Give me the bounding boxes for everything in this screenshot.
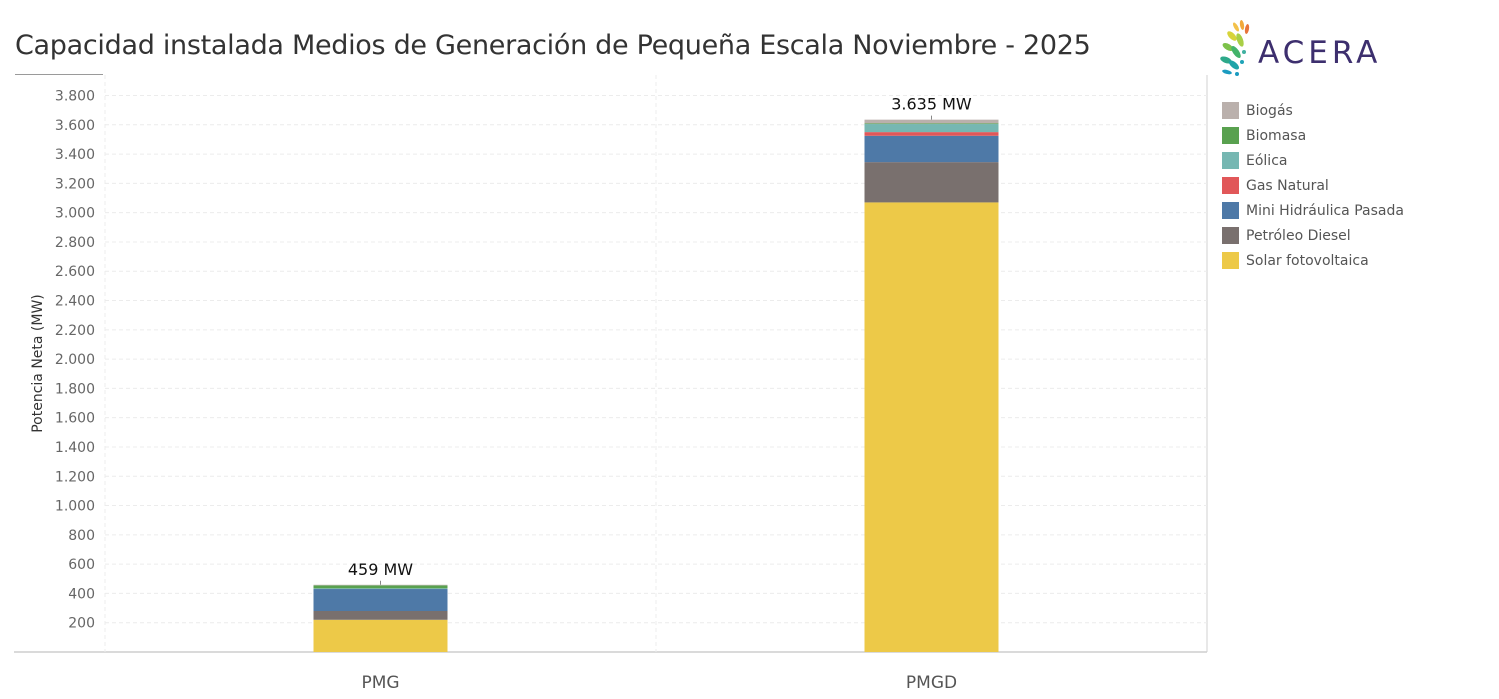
legend-swatch — [1222, 227, 1239, 244]
bar-segment — [864, 202, 999, 652]
y-tick-label: 3.000 — [55, 206, 95, 222]
acera-logo-text: ACERA — [1258, 35, 1378, 71]
legend-label: Gas Natural — [1246, 177, 1329, 194]
legend-item[interactable]: Petróleo Diesel — [1222, 223, 1492, 248]
bar-segment — [313, 585, 448, 589]
legend-swatch — [1222, 127, 1239, 144]
bar-segment — [864, 123, 999, 125]
acera-leaf-icon: ACERA — [1220, 20, 1378, 76]
y-tick-label: 2.400 — [55, 294, 95, 310]
y-tick-label: 2.600 — [55, 264, 95, 280]
bar-segment — [864, 124, 999, 133]
y-tick-label: 3.400 — [55, 147, 95, 163]
legend-label: Mini Hidráulica Pasada — [1246, 202, 1404, 219]
bar-segment — [313, 610, 448, 620]
bar-total-label: 459 MW — [348, 560, 413, 579]
legend-swatch — [1222, 177, 1239, 194]
y-tick-label: 3.800 — [55, 89, 95, 105]
legend-swatch — [1222, 102, 1239, 119]
y-tick-label: 3.200 — [55, 176, 95, 192]
y-tick-label: 400 — [68, 586, 95, 602]
legend-item[interactable]: Biogás — [1222, 98, 1492, 123]
legend-label: Biogás — [1246, 102, 1293, 119]
y-tick-label: 1.600 — [55, 411, 95, 427]
legend-item[interactable]: Eólica — [1222, 148, 1492, 173]
legend-item[interactable]: Solar fotovoltaica — [1222, 248, 1492, 273]
bar-total-label: 3.635 MW — [891, 95, 972, 114]
bar-segment — [313, 584, 448, 586]
bar-segment — [864, 132, 999, 136]
bar-segment — [864, 119, 999, 124]
bar-segment — [313, 589, 448, 611]
y-tick-label: 600 — [68, 557, 95, 573]
x-category-label: PMG — [361, 673, 399, 693]
y-tick-label: 1.400 — [55, 440, 95, 456]
legend-item[interactable]: Gas Natural — [1222, 173, 1492, 198]
y-tick-label: 800 — [68, 528, 95, 544]
legend-item[interactable]: Biomasa — [1222, 123, 1492, 148]
chart-title: Capacidad instalada Medios de Generación… — [15, 30, 1091, 61]
legend-swatch — [1222, 152, 1239, 169]
legend-item[interactable]: Mini Hidráulica Pasada — [1222, 198, 1492, 223]
legend-label: Biomasa — [1246, 127, 1307, 144]
bar-segment — [313, 588, 448, 590]
y-tick-label: 2.800 — [55, 235, 95, 251]
legend-label: Eólica — [1246, 152, 1288, 169]
y-tick-label: 200 — [68, 616, 95, 632]
legend-label: Solar fotovoltaica — [1246, 252, 1369, 269]
y-tick-label: 2.200 — [55, 323, 95, 339]
legend: Biogás Biomasa Eólica Gas Natural Mini Hidrá… — [1222, 98, 1492, 273]
stacked-bar-chart: 200 400 600 800 1.000 1.200 1.400 1.600 1.800 2.0… — [14, 75, 1208, 693]
y-tick-label: 1.200 — [55, 469, 95, 485]
acera-logo: ACERA — [1218, 16, 1378, 86]
y-tick-label: 2.000 — [55, 352, 95, 368]
title-divider — [15, 74, 103, 75]
x-category-label: PMGD — [906, 673, 957, 693]
y-tick-label: 1.800 — [55, 381, 95, 397]
legend-swatch — [1222, 202, 1239, 219]
y-axis-label: Potencia Neta (MW) — [30, 294, 46, 433]
y-tick-label: 3.600 — [55, 118, 95, 134]
bar-segment — [313, 619, 448, 652]
y-tick-label: 1.000 — [55, 499, 95, 515]
legend-swatch — [1222, 252, 1239, 269]
bar-segment — [864, 135, 999, 163]
legend-label: Petróleo Diesel — [1246, 227, 1351, 244]
bar-segment — [864, 162, 999, 203]
